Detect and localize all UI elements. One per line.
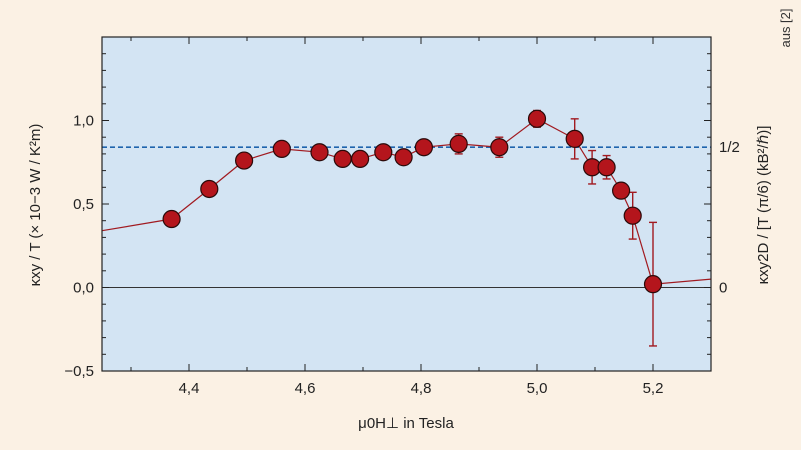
data-point	[374, 143, 393, 162]
right-axis-label: κxy2D / [T (π/6) (kB²/ℏ)]	[755, 126, 772, 285]
x-tick-label: 4,8	[411, 380, 432, 397]
data-point	[394, 148, 413, 167]
data-point	[490, 138, 509, 157]
x-tick-label: 5,2	[643, 380, 664, 397]
data-point	[611, 181, 631, 200]
right-tick-label: 1/2	[719, 139, 740, 156]
x-tick-label: 4,4	[179, 380, 200, 397]
data-point	[643, 275, 663, 294]
y-tick-label: 0,0	[73, 280, 94, 297]
y-tick-label: 0,5	[73, 196, 94, 213]
data-point	[623, 206, 642, 225]
data-point	[449, 134, 468, 153]
data-point	[333, 149, 352, 169]
data-point	[310, 143, 329, 162]
right-tick-label: 0	[719, 280, 727, 297]
data-point	[597, 158, 616, 177]
data-point	[235, 151, 254, 170]
data-point	[162, 209, 181, 229]
data-point	[414, 138, 433, 157]
x-tick-label: 4,6	[295, 380, 316, 397]
source-note: aus [2]	[778, 8, 793, 47]
y-tick-label: 1,0	[73, 113, 94, 130]
data-point	[351, 149, 370, 169]
y-tick-label: −0,5	[64, 363, 94, 380]
plot-area	[102, 37, 711, 371]
data-point	[527, 109, 547, 128]
data-point	[565, 129, 584, 148]
x-axis-label: μ0H⊥ in Tesla	[358, 415, 454, 432]
data-point	[200, 179, 219, 199]
data-point	[272, 139, 291, 158]
y-axis-label: κxy / T (× 10−3 W / K²m)	[27, 124, 44, 287]
x-tick-label: 5,0	[527, 380, 548, 397]
